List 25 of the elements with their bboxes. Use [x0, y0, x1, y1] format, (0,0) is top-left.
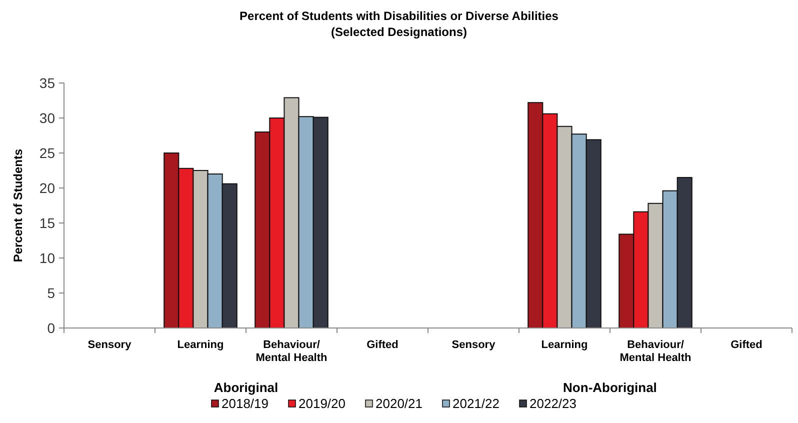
y-tick-label: 25 — [39, 144, 56, 161]
legend-label: 2021/22 — [452, 396, 500, 411]
x-tick-label: Gifted — [366, 339, 398, 351]
y-tick-label: 10 — [39, 250, 56, 266]
x-tick-label: Gifted — [730, 339, 762, 351]
x-tick-label: Learning — [177, 339, 224, 351]
y-tick-label: 35 — [39, 74, 56, 91]
x-tick-label: Learning — [541, 339, 588, 351]
text: Non-Aboriginal — [563, 380, 657, 395]
y-tick-label: 30 — [39, 110, 56, 126]
y-tick-label: 0 — [47, 320, 56, 336]
x-tick-label: Behaviour/Mental Health — [256, 339, 328, 364]
x-tick-label: Sensory — [452, 339, 496, 351]
x-tick-label: Sensory — [88, 339, 132, 351]
y-tick-label: 5 — [47, 284, 56, 301]
x-tick-label: Behaviour/Mental Health — [620, 339, 692, 364]
chart-title: Percent of Students with Disabilities or Diverse Abilities (Selected Designations) — [240, 9, 559, 39]
legend-label: 2019/20 — [298, 396, 346, 411]
text: Aboriginal — [214, 380, 278, 395]
legend-label: 2020/21 — [376, 396, 422, 411]
y-tick-label: 20 — [39, 180, 56, 196]
legend-label: 2018/19 — [222, 396, 268, 411]
y-axis-title: Percent of Students — [11, 148, 25, 262]
y-tick-label: 15 — [39, 214, 56, 231]
legend-label: 2022/23 — [530, 396, 576, 411]
